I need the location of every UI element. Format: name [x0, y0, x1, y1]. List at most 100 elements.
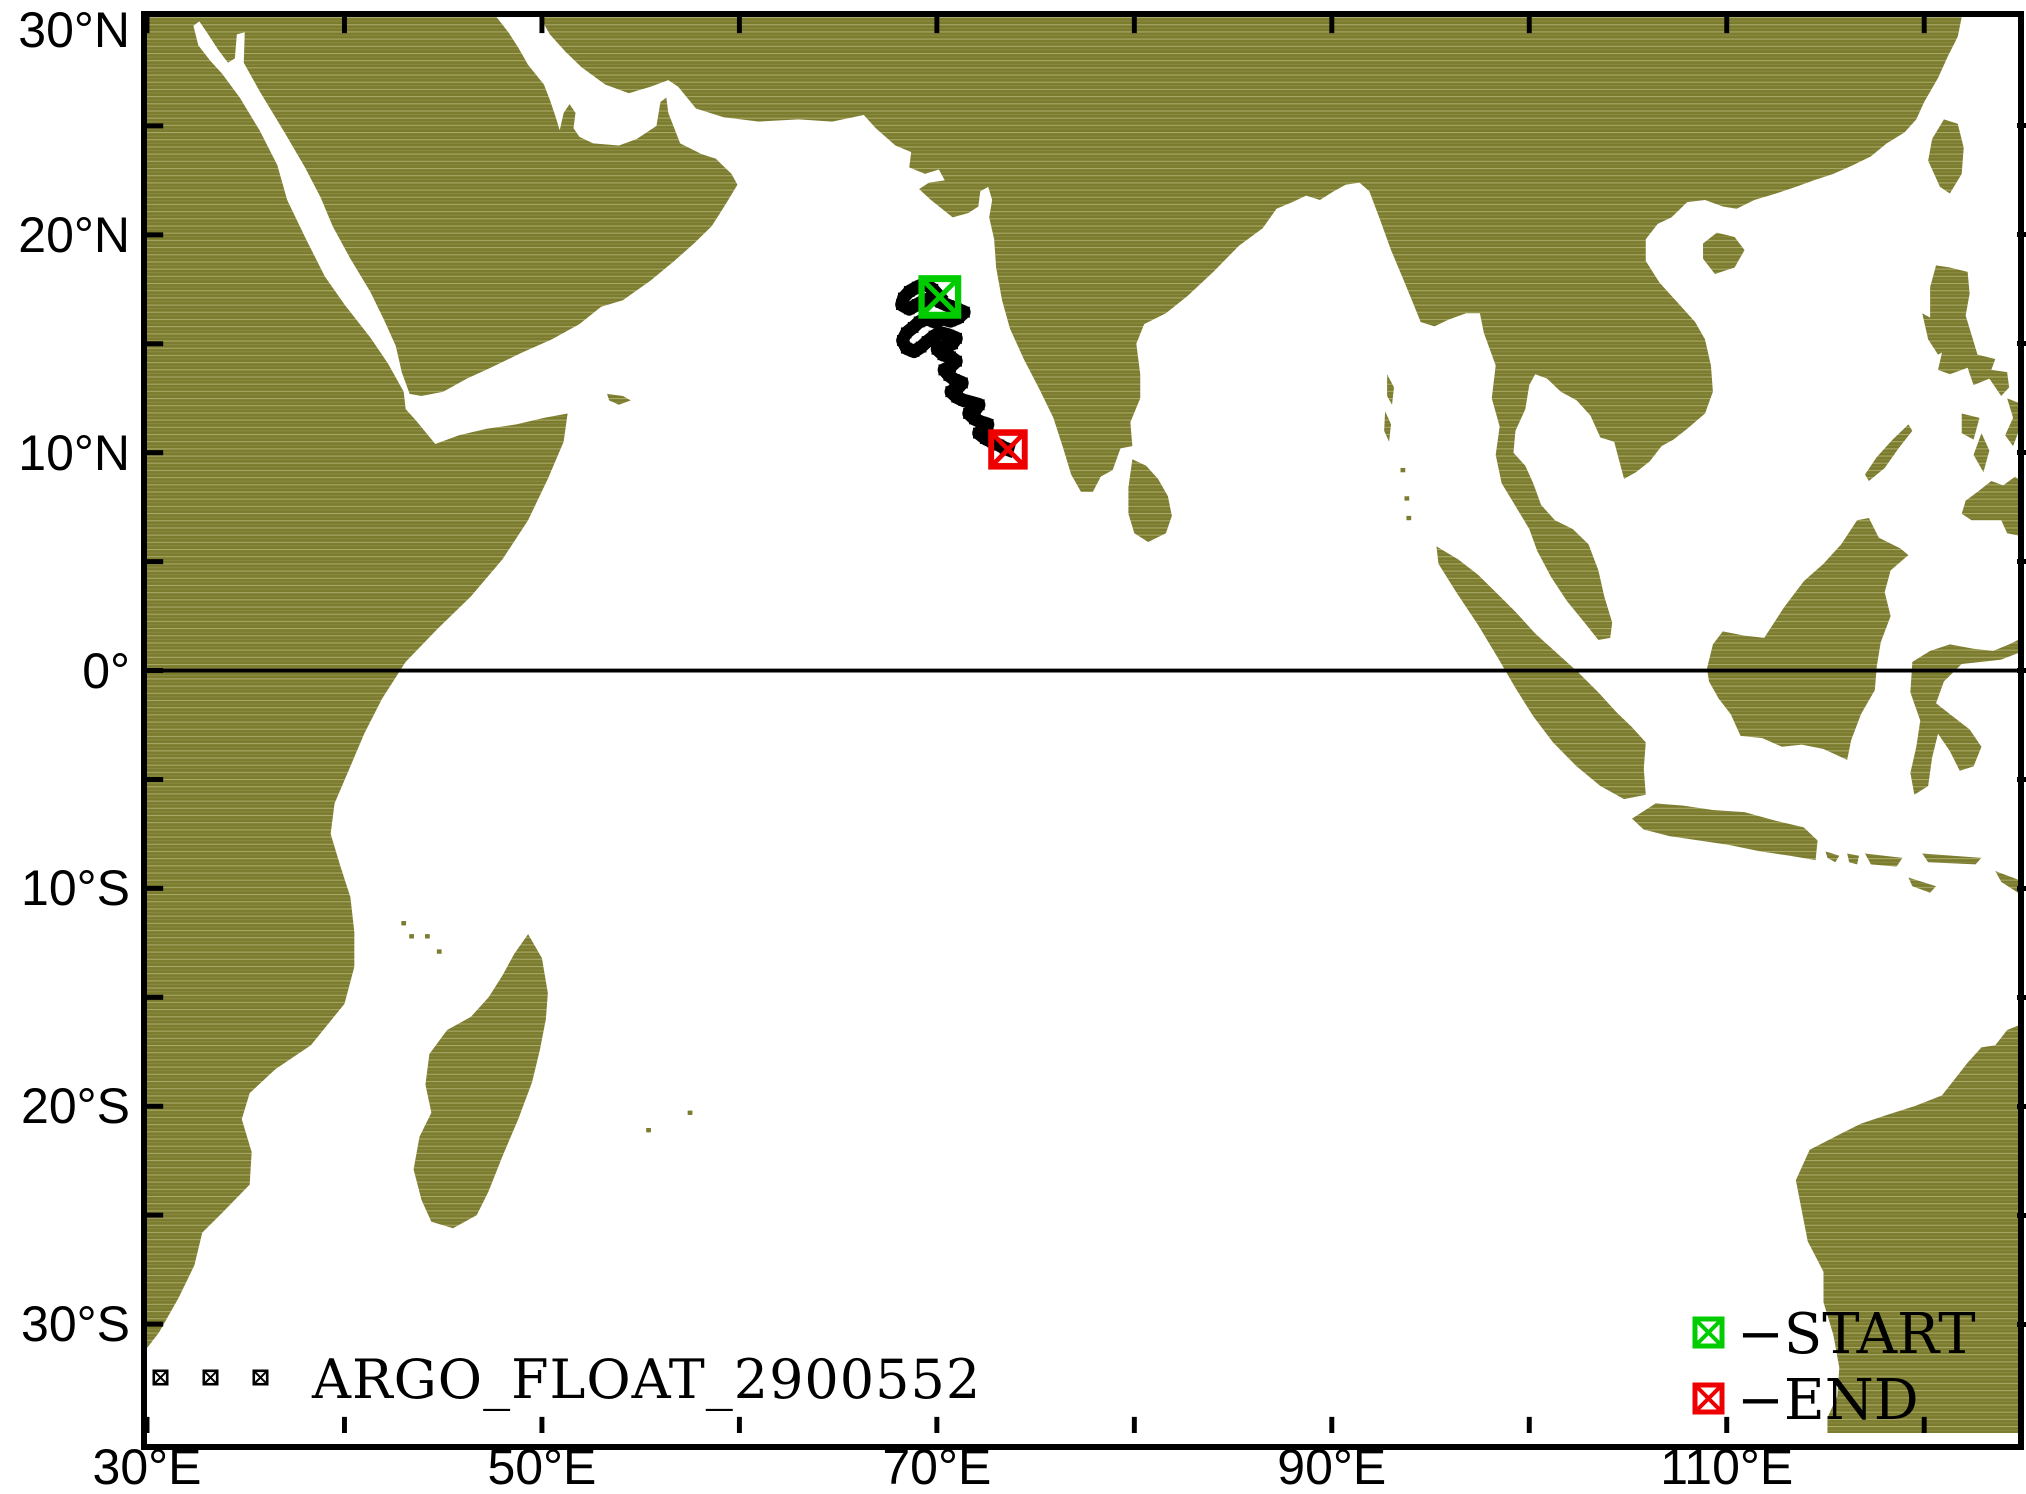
landmass-hainan [1703, 232, 1745, 275]
float-position-marker [945, 386, 957, 398]
landmass-andaman-south [1384, 411, 1392, 442]
lon-label: 50°E [487, 1439, 597, 1494]
lat-label: 10°N [18, 424, 130, 481]
lat-label: 30°N [18, 2, 130, 58]
float-position-marker [951, 391, 962, 403]
landmass-visayas-east [2005, 398, 2018, 447]
float-position-marker [975, 416, 987, 428]
landmass-sulawesi [1910, 640, 2018, 795]
landmass-negros [1973, 433, 1990, 473]
float-position-marker [908, 345, 920, 357]
lat-tick [2017, 1103, 2026, 1109]
lon-label: 90°E [1277, 1439, 1387, 1494]
float-position-marker [949, 374, 960, 386]
float-position-marker [927, 292, 939, 304]
lon-label: 110°E [1660, 1439, 1794, 1494]
track-marker-icon [202, 1369, 219, 1391]
landmass-visayas-west [1961, 413, 1980, 440]
start-legend-label: −START [1737, 1302, 1976, 1367]
lat-label: 0° [82, 642, 130, 699]
landmass-luzon [1922, 265, 2010, 397]
float-position-marker [903, 286, 915, 297]
float-position-marker [945, 351, 957, 363]
lat-tick [2017, 885, 2026, 891]
landmass-timor [1995, 870, 2018, 893]
float-position-marker [959, 306, 970, 318]
lat-tick [2017, 1212, 2026, 1218]
float-position-marker [966, 397, 977, 409]
landmass-lombok [1847, 853, 1860, 865]
island-dot [1404, 496, 1410, 501]
track-marker-icon [252, 1369, 269, 1391]
float-position-marker [915, 341, 927, 353]
float-position-marker [931, 343, 943, 355]
landmass-asia [539, 17, 1962, 641]
float-position-marker [945, 361, 957, 373]
lon-label: 70°E [882, 1439, 992, 1494]
float-position-marker [903, 303, 915, 315]
landmass-australia [1795, 1025, 2018, 1433]
landmass-sumba [1908, 877, 1937, 893]
landmass-africa-arabia [147, 17, 738, 1349]
float-position-marker [896, 335, 908, 346]
float-position-marker [993, 439, 1005, 451]
track-marker-icon [152, 1369, 169, 1391]
start-marker-icon [1692, 1316, 1725, 1354]
float-position-marker [979, 424, 991, 436]
float-position-marker [895, 299, 907, 311]
island-dot [646, 1128, 651, 1133]
float-position-marker [979, 433, 991, 444]
float-position-marker [935, 296, 947, 308]
end-legend: −END [1692, 1371, 1919, 1431]
landmass-borneo [1706, 518, 1909, 760]
island-dot [1406, 515, 1412, 521]
float-position-marker [897, 292, 909, 304]
float-position-marker [970, 404, 981, 416]
landmass-socotra [607, 393, 631, 405]
end-marker-icon [1692, 1382, 1725, 1420]
lat-tick [2017, 1321, 2026, 1327]
float-position-marker [937, 349, 949, 361]
lat-tick [2017, 559, 2026, 565]
track-legend: ARGO_FLOAT_2900552 [152, 1350, 981, 1410]
float-position-marker [963, 408, 974, 419]
start-marker-icon [918, 275, 962, 319]
track-legend-label: ARGO_FLOAT_2900552 [312, 1348, 982, 1411]
lat-tick [2017, 232, 2026, 238]
island-dot [401, 921, 407, 926]
float-position-marker [911, 281, 923, 293]
start-legend: −START [1692, 1305, 1976, 1365]
lat-label: 10°S [21, 860, 130, 917]
float-position-marker [939, 340, 951, 352]
island-dot [687, 1110, 693, 1115]
float-position-marker [973, 427, 984, 439]
float-position-marker [919, 294, 931, 306]
landmass-taiwan [1928, 119, 1964, 194]
landmass-bali [1825, 851, 1840, 863]
float-position-marker [900, 327, 912, 339]
landmass-flores [1922, 853, 1982, 865]
float-position-marker [973, 399, 985, 411]
landmass-andaman-north [1387, 374, 1395, 405]
float-position-marker [943, 369, 955, 381]
landmass-palawan [1864, 424, 1913, 482]
lat-tick [2017, 994, 2026, 1000]
float-position-marker [969, 413, 980, 425]
float-position-marker [935, 327, 947, 339]
float-position-marker [907, 321, 919, 333]
lat-tick [2017, 341, 2026, 347]
float-position-marker [911, 299, 923, 311]
landmass-sumbawa [1864, 853, 1903, 867]
float-position-marker [951, 332, 962, 344]
island-dot [436, 949, 442, 954]
map-svg [147, 17, 2018, 1433]
lat-tick [2017, 668, 2026, 674]
lat-label: 20°N [18, 206, 130, 263]
float-position-marker [929, 316, 941, 328]
end-marker-icon [988, 429, 1028, 470]
float-position-marker [900, 342, 912, 354]
float-position-marker [928, 330, 940, 342]
lat-tick [2017, 450, 2026, 456]
island-dot [425, 934, 430, 939]
lat-label: 30°S [21, 1296, 130, 1353]
